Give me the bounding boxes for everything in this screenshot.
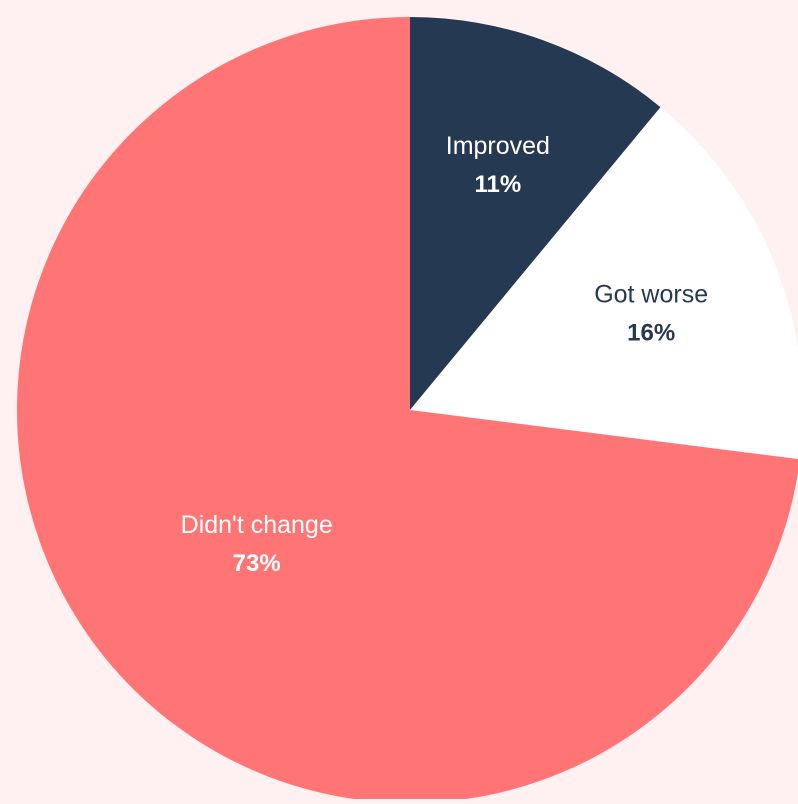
slice-value-got-worse: 16% (627, 320, 675, 347)
pie-labels: Improved 11% Got worse 16% Didn't change 73% (181, 132, 708, 577)
pie-slice-got-worse (410, 107, 798, 460)
pie-slice-improved (410, 17, 661, 410)
slice-label-got-worse: Got worse (594, 281, 708, 309)
pie-slice-didn-t-change (17, 17, 798, 803)
slice-label-didn-t-change: Didn't change (181, 511, 333, 539)
slice-value-improved: 11% (475, 171, 522, 198)
pie-slices (17, 17, 798, 803)
slice-value-didn-t-change: 73% (233, 550, 281, 577)
slice-label-improved: Improved (446, 132, 550, 160)
